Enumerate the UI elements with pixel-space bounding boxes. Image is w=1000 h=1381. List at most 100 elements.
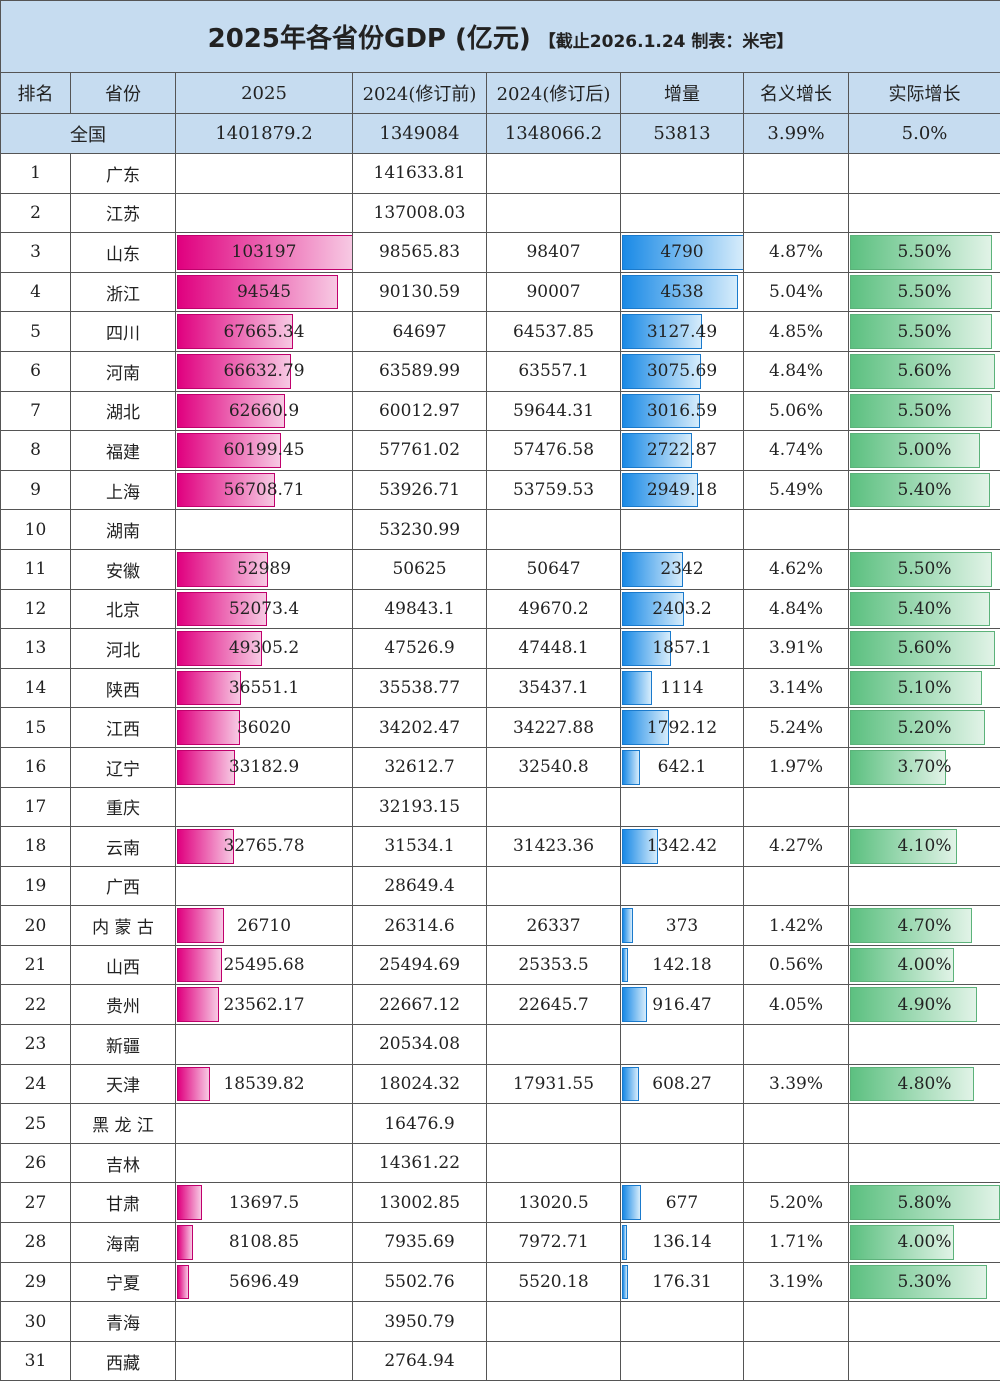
cell-gdp2024-after: 57476.58 [487, 431, 621, 471]
cell-gdp2025: 67665.34 [176, 312, 353, 352]
cell-nominal [744, 1302, 849, 1342]
cell-value: 63557.1 [518, 361, 588, 381]
cell-value: 12 [25, 599, 47, 619]
cell-rank: 26 [1, 1143, 71, 1183]
cell-province: 宁夏 [71, 1262, 176, 1302]
cell-gdp2025: 56708.71 [176, 470, 353, 510]
cell-rank: 7 [1, 391, 71, 431]
title-sub: 【截止2026.1.24 制表：米宅】 [539, 32, 794, 52]
cell-real [849, 1302, 1000, 1342]
cell-gdp2025: 49305.2 [176, 629, 353, 669]
cell-gdp2024-before: 53230.99 [353, 510, 487, 550]
cell-gdp2025 [176, 1143, 353, 1183]
cell-value: 4.80% [898, 1074, 952, 1094]
cell-real [849, 866, 1000, 906]
cell-gdp2025: 36551.1 [176, 668, 353, 708]
cell-province: 甘肃 [71, 1183, 176, 1223]
cell-value: 4.90% [898, 995, 952, 1015]
cell-gdp2025: 36020 [176, 708, 353, 748]
gdp2025-data-bar [177, 987, 219, 1022]
cell-value: 2764.94 [384, 1351, 454, 1371]
cell-gdp2024-after: 90007 [487, 272, 621, 312]
header-nominal-growth: 名义增长 [744, 73, 849, 114]
cell-value: 66632.79 [223, 361, 304, 381]
cell-increment: 608.27 [621, 1064, 744, 1104]
cell-increment: 2722.87 [621, 431, 744, 471]
gdp2025-data-bar [177, 908, 224, 943]
cell-nominal [744, 1143, 849, 1183]
cell-real: 5.20% [849, 708, 1000, 748]
gdp2025-data-bar [177, 948, 222, 983]
cell-real [849, 1104, 1000, 1144]
cell-rank: 30 [1, 1302, 71, 1342]
cell-value: 36020 [237, 718, 291, 738]
cell-province: 山东 [71, 233, 176, 273]
cell-value: 90130.59 [379, 282, 460, 302]
cell-value: 34227.88 [513, 718, 594, 738]
cell-real: 4.90% [849, 985, 1000, 1025]
cell-increment: 1792.12 [621, 708, 744, 748]
cell-value: 4538 [660, 282, 703, 302]
cell-increment: 1857.1 [621, 629, 744, 669]
cell-real: 5.50% [849, 233, 1000, 273]
cell-increment: 1342.42 [621, 827, 744, 867]
cell-value: 20 [25, 916, 47, 936]
cell-gdp2024-after [487, 193, 621, 233]
cell-increment [621, 1341, 744, 1381]
cell-value: 11 [25, 559, 47, 579]
national-gdp2024-before: 1349084 [353, 114, 487, 154]
cell-value: 上海 [106, 483, 140, 503]
cell-value: 湖南 [106, 522, 140, 542]
cell-rank: 29 [1, 1262, 71, 1302]
cell-gdp2024-after [487, 787, 621, 827]
cell-real: 5.00% [849, 431, 1000, 471]
cell-gdp2024-before: 137008.03 [353, 193, 487, 233]
cell-value: 1 [30, 163, 41, 183]
cell-value: 60012.97 [379, 401, 460, 421]
gdp2025-data-bar [177, 1265, 189, 1300]
cell-gdp2025: 52073.4 [176, 589, 353, 629]
cell-gdp2024-after [487, 1341, 621, 1381]
increment-data-bar [622, 1067, 639, 1102]
cell-value: 4.10% [898, 836, 952, 856]
cell-gdp2024-after: 13020.5 [487, 1183, 621, 1223]
cell-value: 18 [25, 836, 47, 856]
increment-data-bar [622, 1265, 628, 1300]
header-2025: 2025 [176, 73, 353, 114]
cell-gdp2025 [176, 510, 353, 550]
gdp2025-data-bar [177, 1225, 193, 1260]
cell-value: 50625 [392, 559, 446, 579]
increment-data-bar [622, 948, 628, 983]
cell-value: 广东 [106, 166, 140, 186]
cell-value: 57761.02 [379, 440, 460, 460]
cell-gdp2024-before: 31534.1 [353, 827, 487, 867]
cell-nominal: 3.91% [744, 629, 849, 669]
cell-gdp2024-after: 25353.5 [487, 945, 621, 985]
cell-rank: 4 [1, 272, 71, 312]
header-real-growth: 实际增长 [849, 73, 1000, 114]
cell-value: 6 [30, 361, 41, 381]
cell-nominal [744, 787, 849, 827]
cell-value: 94545 [237, 282, 291, 302]
cell-value: 3 [30, 242, 41, 262]
cell-value: 2403.2 [652, 599, 711, 619]
cell-value: 136.14 [652, 1232, 711, 1252]
cell-gdp2024-after: 31423.36 [487, 827, 621, 867]
cell-gdp2025 [176, 193, 353, 233]
cell-gdp2024-after [487, 1025, 621, 1065]
cell-value: 河南 [106, 364, 140, 384]
cell-value: 辽宁 [106, 760, 140, 780]
cell-value: 30 [25, 1312, 47, 1332]
cell-nominal: 5.06% [744, 391, 849, 431]
cell-nominal [744, 510, 849, 550]
cell-value: 32540.8 [518, 757, 588, 777]
cell-gdp2024-before: 13002.85 [353, 1183, 487, 1223]
cell-gdp2025: 62660.9 [176, 391, 353, 431]
